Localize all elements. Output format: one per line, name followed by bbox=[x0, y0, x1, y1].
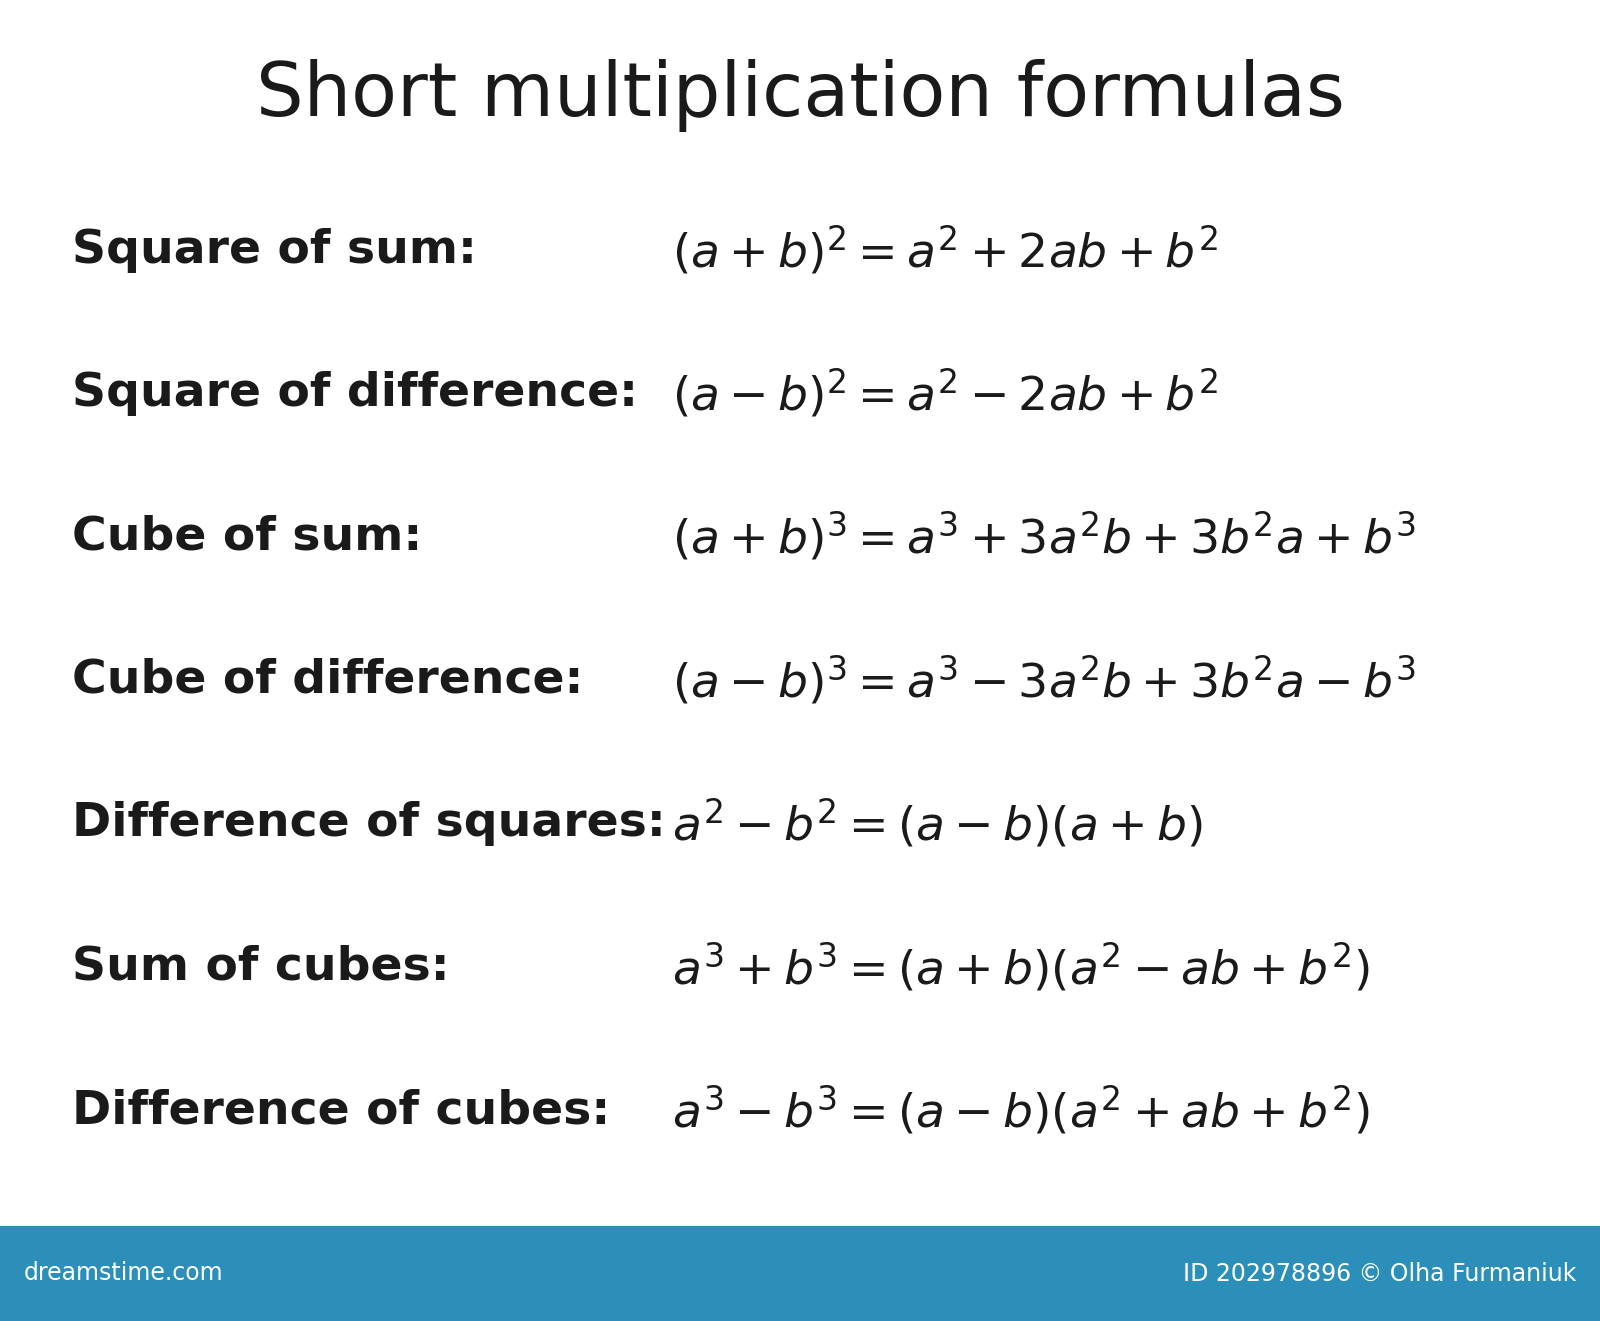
Text: $(a + b)^3 = a^3 + 3a^2b + 3b^2a + b^3$: $(a + b)^3 = a^3 + 3a^2b + 3b^2a + b^3$ bbox=[672, 510, 1416, 563]
Text: Cube of difference:: Cube of difference: bbox=[72, 658, 584, 703]
Text: Difference of squares:: Difference of squares: bbox=[72, 802, 666, 847]
Text: dreamstime.com: dreamstime.com bbox=[24, 1262, 224, 1285]
Text: Sum of cubes:: Sum of cubes: bbox=[72, 945, 450, 989]
Bar bbox=[0, 1226, 1600, 1321]
Text: Difference of cubes:: Difference of cubes: bbox=[72, 1089, 610, 1133]
Text: Square of sum:: Square of sum: bbox=[72, 227, 477, 272]
Text: Short multiplication formulas: Short multiplication formulas bbox=[256, 59, 1344, 132]
Text: $(a - b)^3 = a^3 - 3a^2b + 3b^2a - b^3$: $(a - b)^3 = a^3 - 3a^2b + 3b^2a - b^3$ bbox=[672, 654, 1416, 707]
Text: $a^3 + b^3 = (a + b)(a^2 - ab + b^2)$: $a^3 + b^3 = (a + b)(a^2 - ab + b^2)$ bbox=[672, 941, 1370, 993]
Text: Cube of sum:: Cube of sum: bbox=[72, 514, 422, 559]
Text: $(a - b)^2 = a^2 - 2ab + b^2$: $(a - b)^2 = a^2 - 2ab + b^2$ bbox=[672, 367, 1218, 420]
Text: Square of difference:: Square of difference: bbox=[72, 371, 638, 416]
Text: $a^2 - b^2 = (a - b)(a + b)$: $a^2 - b^2 = (a - b)(a + b)$ bbox=[672, 798, 1203, 851]
Text: $(a + b)^2 = a^2 + 2ab + b^2$: $(a + b)^2 = a^2 + 2ab + b^2$ bbox=[672, 223, 1218, 276]
Text: ID 202978896 © Olha Furmaniuk: ID 202978896 © Olha Furmaniuk bbox=[1182, 1262, 1576, 1285]
Text: $a^3 - b^3 = (a - b)(a^2 + ab + b^2)$: $a^3 - b^3 = (a - b)(a^2 + ab + b^2)$ bbox=[672, 1085, 1370, 1137]
